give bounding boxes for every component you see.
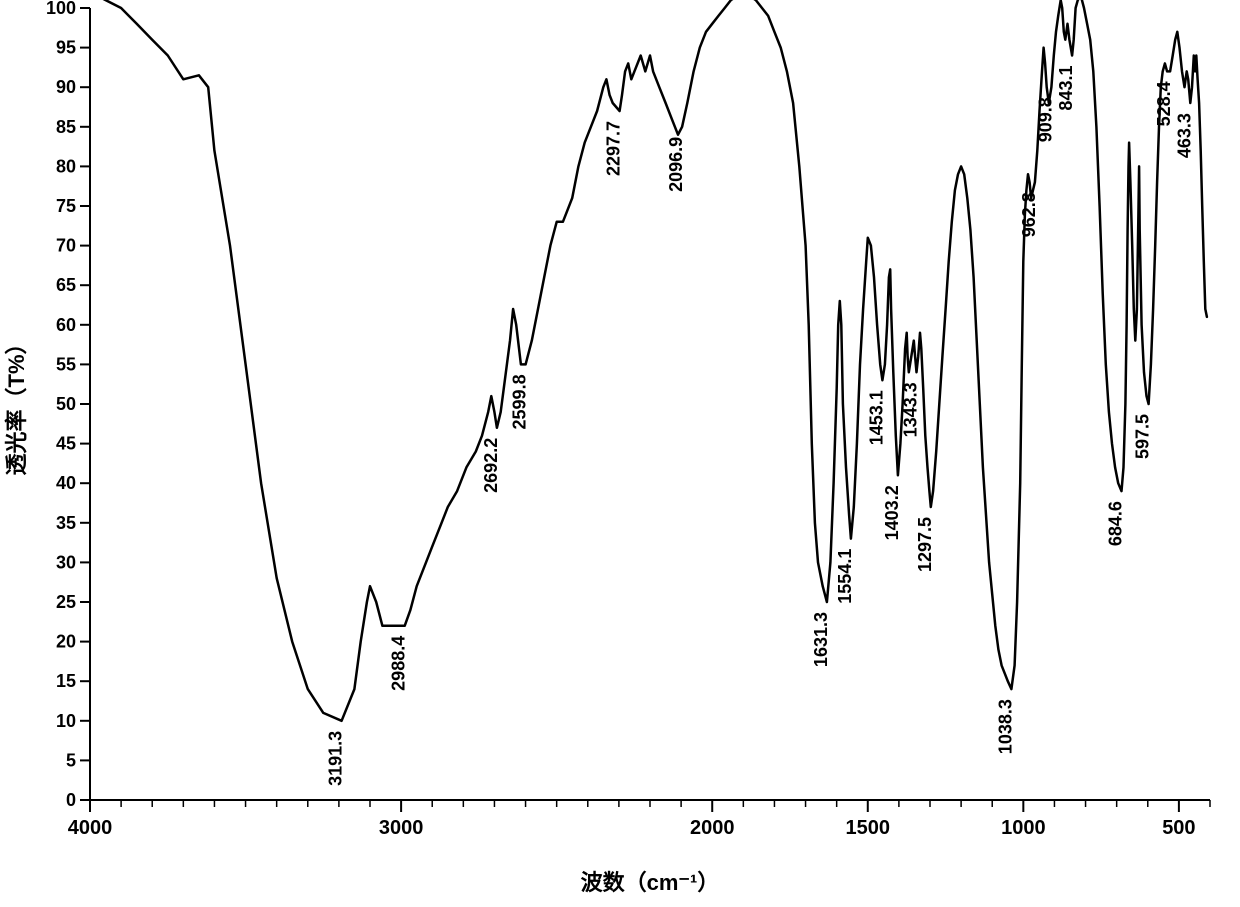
x-tick-label: 2000 (690, 817, 735, 839)
y-tick-label: 20 (56, 632, 76, 652)
x-tick-label: 4000 (68, 817, 113, 839)
peak-label: 2692.2 (481, 438, 501, 493)
y-tick-label: 25 (56, 592, 76, 612)
peak-label: 1631.3 (811, 612, 831, 667)
y-tick-label: 70 (56, 236, 76, 256)
y-tick-label: 75 (56, 196, 76, 216)
peak-label: 843.1 (1056, 66, 1076, 111)
peak-label: 3191.3 (326, 731, 346, 786)
peak-label: 1453.1 (866, 390, 886, 445)
x-tick-label: 500 (1162, 817, 1195, 839)
y-tick-label: 45 (56, 434, 76, 454)
peak-label: 1343.3 (901, 382, 921, 437)
peak-label: 1297.5 (915, 517, 935, 572)
peak-label: 528.4 (1154, 81, 1174, 126)
peak-label: 1554.1 (835, 549, 855, 604)
y-tick-label: 35 (56, 513, 76, 533)
peak-label: 463.3 (1174, 113, 1194, 158)
y-tick-label: 90 (56, 77, 76, 97)
y-tick-label: 30 (56, 552, 76, 572)
peak-label: 2599.8 (510, 374, 530, 429)
y-tick-label: 40 (56, 473, 76, 493)
y-tick-label: 50 (56, 394, 76, 414)
y-tick-label: 80 (56, 156, 76, 176)
y-tick-label: 15 (56, 671, 76, 691)
peak-label: 2096.9 (666, 137, 686, 192)
y-tick-label: 0 (66, 790, 76, 810)
y-tick-label: 5 (66, 750, 76, 770)
y-tick-label: 60 (56, 315, 76, 335)
y-tick-label: 10 (56, 711, 76, 731)
peak-label: 597.5 (1133, 414, 1153, 459)
x-tick-label: 3000 (379, 817, 424, 839)
y-tick-label: 95 (56, 38, 76, 58)
y-tick-label: 85 (56, 117, 76, 137)
peak-label: 1403.2 (882, 485, 902, 540)
peak-label: 909.8 (1035, 97, 1055, 142)
y-axis-title: 透光率（T%） (4, 332, 29, 475)
y-tick-label: 65 (56, 275, 76, 295)
ir-spectrum-chart: 4000 3000 2000 1500 1000 500 0 5 10 15 20 25 30 35 40 4… (0, 0, 1240, 907)
y-tick-label: 55 (56, 354, 76, 374)
peak-label: 684.6 (1105, 501, 1125, 546)
peak-label: 1038.3 (995, 699, 1015, 754)
x-tick-label: 1500 (846, 817, 891, 839)
peak-label: 962.8 (1019, 192, 1039, 237)
chart-svg: 4000 3000 2000 1500 1000 500 0 5 10 15 20 25 30 35 40 4… (0, 0, 1240, 907)
x-tick-label: 1000 (1001, 817, 1046, 839)
y-tick-label: 100 (46, 0, 76, 18)
peak-label: 2988.4 (389, 636, 409, 691)
peak-label: 2297.7 (604, 121, 624, 176)
x-axis-title: 波数（cm⁻¹） (581, 870, 720, 895)
